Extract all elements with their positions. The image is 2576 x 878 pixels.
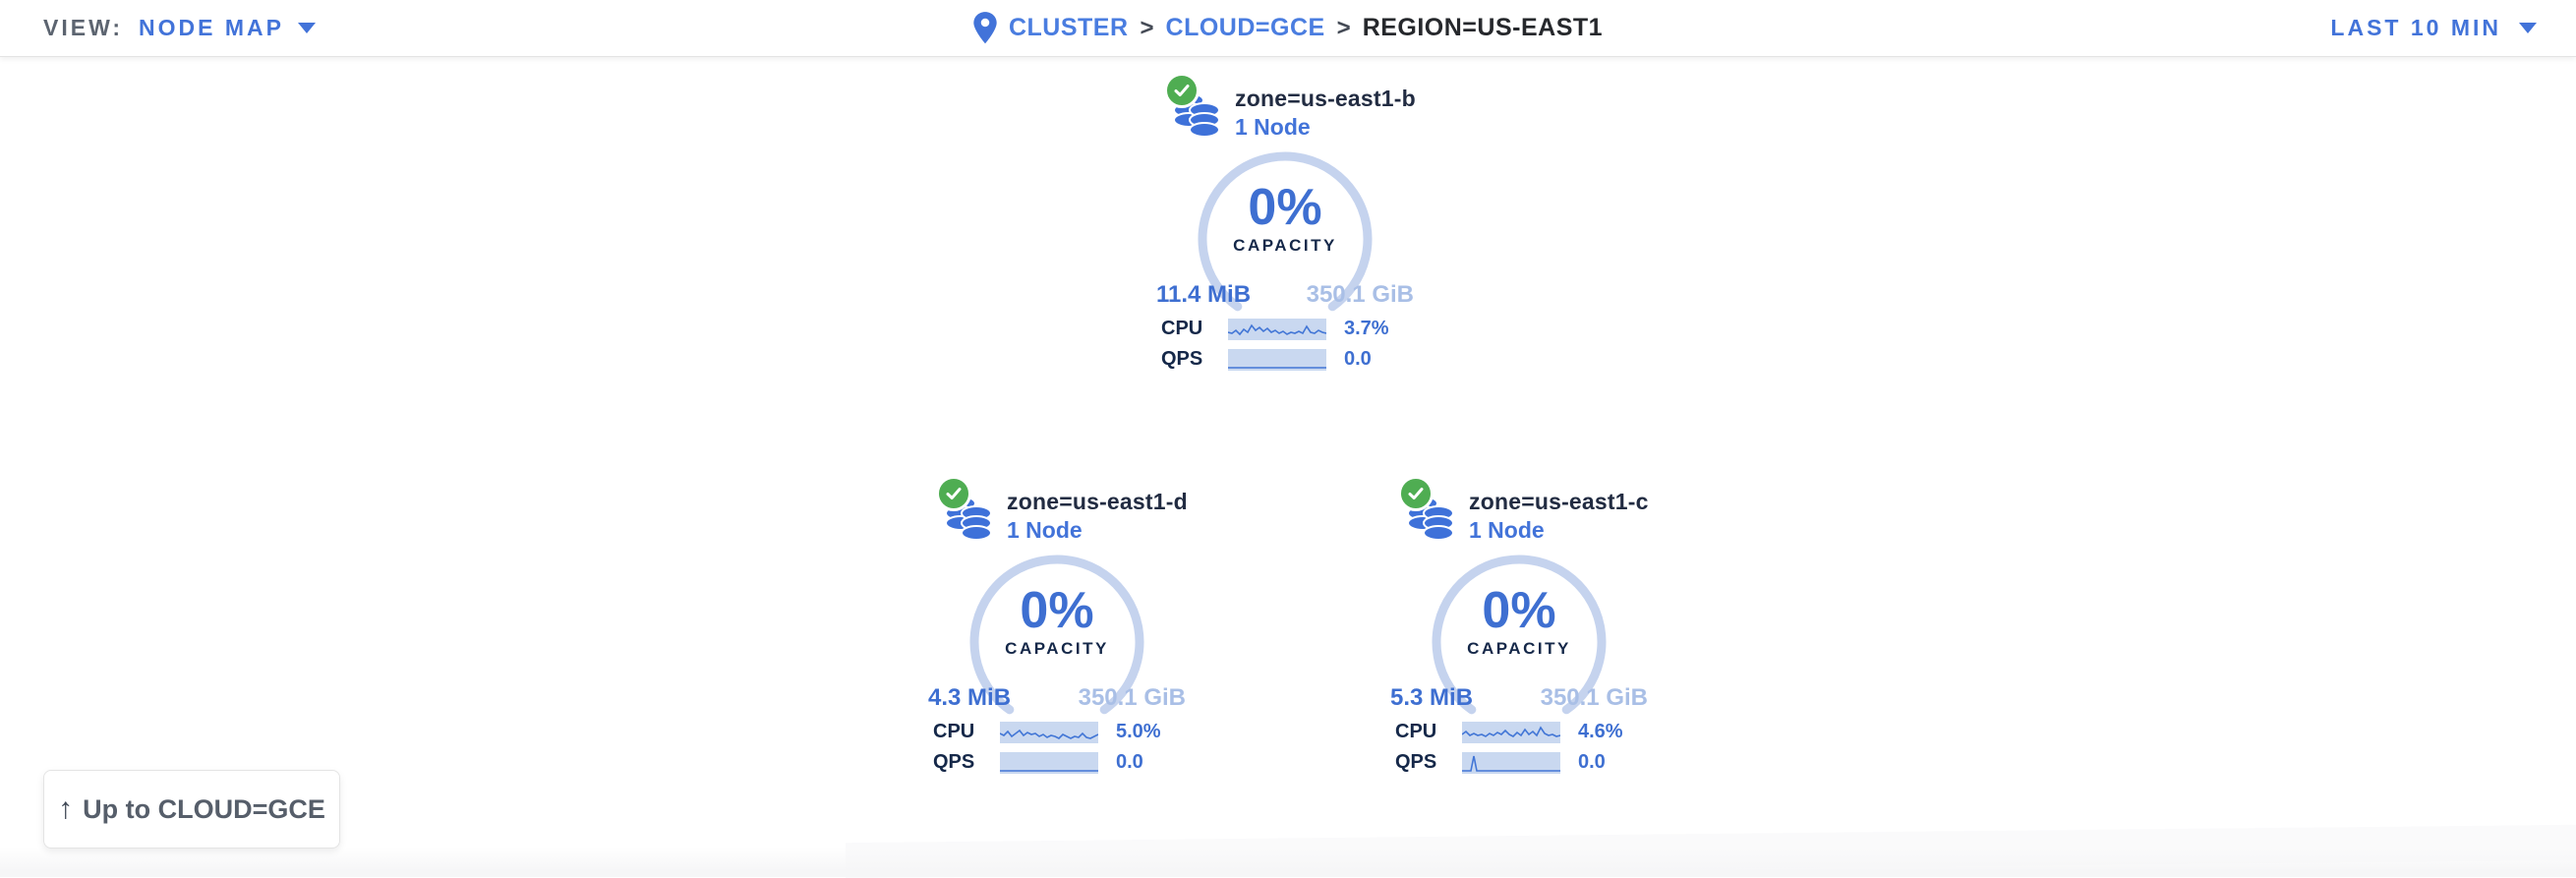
qps-value: 0.0 <box>1344 348 1372 370</box>
view-label: VIEW: <box>43 15 124 40</box>
cpu-row: CPU 5.0% <box>933 720 1181 744</box>
zone-card-us-east1-b[interactable]: zone=us-east1-b 1 Node 0% CAPACITY 11.4 … <box>1144 61 1426 372</box>
capacity-total: 350.1 GiB <box>1078 684 1186 711</box>
cpu-value: 3.7% <box>1344 318 1389 339</box>
qps-sparkline <box>1228 348 1326 371</box>
cpu-row: CPU 3.7% <box>1161 317 1409 341</box>
cpu-label: CPU <box>1395 721 1437 742</box>
capacity-label: CAPACITY <box>1005 639 1109 658</box>
cpu-sparkline <box>1000 721 1098 743</box>
time-range-value: LAST 10 MIN <box>2330 15 2501 40</box>
zone-node-count: 1 Node <box>1469 517 1545 543</box>
capacity-used: 5.3 MiB <box>1390 684 1474 711</box>
capacity-used: 4.3 MiB <box>928 684 1012 711</box>
up-to-cloud-button[interactable]: ↑ Up to CLOUD=GCE <box>43 770 340 849</box>
zone-header: zone=us-east1-c 1 Node <box>1378 464 1660 547</box>
qps-row: QPS 0.0 <box>933 750 1181 775</box>
capacity-percent: 0% <box>1020 582 1094 639</box>
cpu-row: CPU 4.6% <box>1395 720 1643 744</box>
capacity-arc <box>1198 151 1373 326</box>
breadcrumb: CLUSTER > CLOUD=GCE > REGION=US-EAST1 <box>0 12 2576 44</box>
node-map-canvas: zone=us-east1-b 1 Node 0% CAPACITY 11.4 … <box>0 58 2576 878</box>
qps-row: QPS 0.0 <box>1161 347 1409 372</box>
capacity-values: 5.3 MiB 350.1 GiB <box>1390 684 1648 712</box>
chevron-down-icon <box>297 23 316 33</box>
capacity-values: 11.4 MiB 350.1 GiB <box>1156 281 1414 309</box>
capacity-used: 11.4 MiB <box>1156 281 1252 308</box>
cpu-label: CPU <box>933 721 975 742</box>
arrow-up-icon: ↑ <box>58 792 74 825</box>
capacity-label: CAPACITY <box>1233 236 1337 255</box>
zone-icon-wrap <box>936 474 995 547</box>
zone-titles: zone=us-east1-d 1 Node <box>1007 474 1188 545</box>
zone-node-count: 1 Node <box>1007 517 1083 543</box>
view-selector[interactable]: VIEW: NODE MAP <box>43 15 316 41</box>
zone-metrics: CPU 4.6% QPS 0.0 <box>1395 720 1643 775</box>
zone-card-us-east1-c[interactable]: zone=us-east1-c 1 Node 0% CAPACITY 5.3 M… <box>1378 464 1660 775</box>
capacity-percent: 0% <box>1248 179 1322 236</box>
breadcrumb-separator: > <box>1140 14 1154 41</box>
chevron-down-icon <box>2519 23 2537 33</box>
healthy-check-icon <box>1164 73 1200 108</box>
cpu-value: 5.0% <box>1116 721 1161 742</box>
breadcrumb-cluster-link[interactable]: CLUSTER <box>1008 14 1129 41</box>
capacity-label: CAPACITY <box>1467 639 1571 658</box>
qps-value: 0.0 <box>1578 751 1606 773</box>
qps-label: QPS <box>1161 348 1203 370</box>
zone-name: zone=us-east1-c <box>1469 489 1649 514</box>
qps-sparkline <box>1462 751 1560 774</box>
healthy-check-icon <box>1398 476 1434 511</box>
capacity-arc <box>1432 555 1607 730</box>
capacity-total: 350.1 GiB <box>1306 281 1414 308</box>
zone-icon-wrap <box>1164 71 1223 144</box>
breadcrumb-cloud-link[interactable]: CLOUD=GCE <box>1165 14 1325 41</box>
qps-value: 0.0 <box>1116 751 1143 773</box>
zone-titles: zone=us-east1-c 1 Node <box>1469 474 1649 545</box>
capacity-gauge: 0% CAPACITY <box>964 549 1150 730</box>
time-range-dropdown[interactable]: LAST 10 MIN <box>2330 15 2537 41</box>
cpu-value: 4.6% <box>1578 721 1623 742</box>
qps-label: QPS <box>1395 751 1437 773</box>
capacity-total: 350.1 GiB <box>1540 684 1648 711</box>
capacity-gauge: 0% CAPACITY <box>1192 146 1378 326</box>
zone-header: zone=us-east1-d 1 Node <box>916 464 1198 547</box>
zone-header: zone=us-east1-b 1 Node <box>1144 61 1426 144</box>
qps-row: QPS 0.0 <box>1395 750 1643 775</box>
zone-node-count: 1 Node <box>1235 114 1311 140</box>
capacity-values: 4.3 MiB 350.1 GiB <box>928 684 1186 712</box>
qps-sparkline <box>1000 751 1098 774</box>
zone-metrics: CPU 5.0% QPS 0.0 <box>933 720 1181 775</box>
view-dropdown[interactable]: NODE MAP <box>139 15 316 41</box>
topbar: VIEW: NODE MAP CLUSTER > CLOUD=GCE > REG… <box>0 0 2576 57</box>
zone-name: zone=us-east1-b <box>1235 86 1416 111</box>
zone-icon-wrap <box>1398 474 1457 547</box>
view-dropdown-value: NODE MAP <box>139 15 284 40</box>
location-pin-icon <box>973 12 997 44</box>
qps-label: QPS <box>933 751 975 773</box>
database-stack-icon <box>1172 88 1221 148</box>
capacity-arc <box>969 555 1144 730</box>
zone-card-us-east1-d[interactable]: zone=us-east1-d 1 Node 0% CAPACITY 4.3 M… <box>916 464 1198 775</box>
breadcrumb-region-current: REGION=US-EAST1 <box>1362 14 1604 41</box>
capacity-gauge: 0% CAPACITY <box>1426 549 1612 730</box>
cpu-label: CPU <box>1161 318 1203 339</box>
map-land-shape <box>0 848 2576 877</box>
breadcrumb-separator: > <box>1336 14 1351 41</box>
cpu-sparkline <box>1462 721 1560 743</box>
zone-titles: zone=us-east1-b 1 Node <box>1235 71 1416 142</box>
zone-metrics: CPU 3.7% QPS 0.0 <box>1161 317 1409 372</box>
healthy-check-icon <box>936 476 971 511</box>
zone-name: zone=us-east1-d <box>1007 489 1188 514</box>
cpu-sparkline <box>1228 318 1326 340</box>
capacity-percent: 0% <box>1482 582 1556 639</box>
up-to-cloud-label: Up to CLOUD=GCE <box>83 793 325 824</box>
